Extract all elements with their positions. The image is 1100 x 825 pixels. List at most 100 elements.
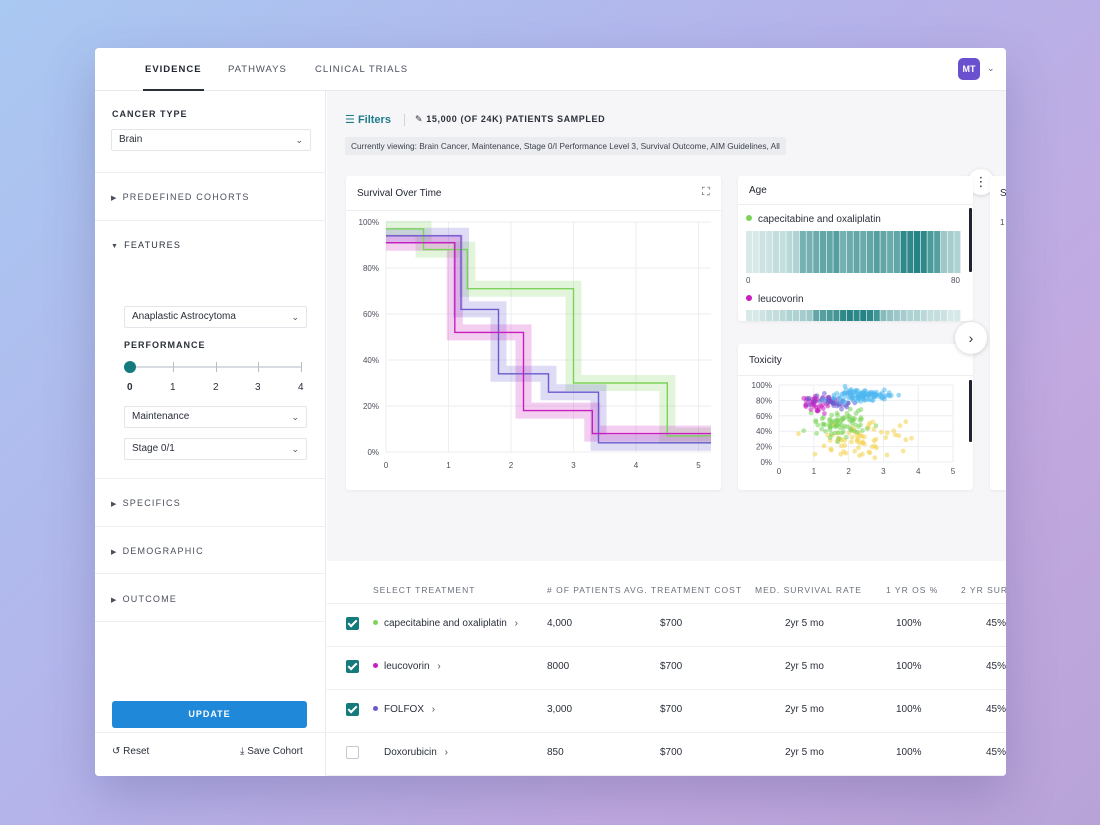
heatmap-cell <box>819 231 827 273</box>
save-cohort-button[interactable]: ⤓ Save Cohort <box>240 746 303 757</box>
scatter-point <box>884 430 890 436</box>
table-row[interactable]: Doxorubicin › 850 $700 2yr 5 mo 100% 45% <box>327 732 1006 775</box>
main-content: ☰ Filters ✎ 15,000 (OF 24K) PATIENTS SAM… <box>327 91 1006 776</box>
row-checkbox[interactable] <box>346 746 359 759</box>
stage-select[interactable]: Stage 0/1 ⌄ <box>124 438 307 460</box>
heatmap-cell <box>853 310 860 321</box>
next-card-button[interactable]: › <box>955 322 987 354</box>
header-os1[interactable]: 1 YR OS % <box>886 585 939 595</box>
section-label: OUTCOME <box>122 594 177 604</box>
header-select-treatment[interactable]: SELECT TREATMENT <box>373 585 476 595</box>
cost-cell: $700 <box>660 661 683 672</box>
treatment-name-cell[interactable]: leucovorin › <box>373 661 441 672</box>
slider-tick <box>173 362 174 372</box>
scrollbar[interactable] <box>969 208 972 272</box>
scatter-point <box>820 402 826 408</box>
age-axis-max: 80 <box>951 276 960 285</box>
phase-select[interactable]: Maintenance ⌄ <box>124 406 307 428</box>
heatmap-cell <box>900 231 907 273</box>
patients-sampled: ✎ 15,000 (OF 24K) PATIENTS SAMPLED <box>415 114 605 125</box>
scatter-point <box>835 430 841 436</box>
slider-tick <box>216 362 217 372</box>
scatter-point <box>843 434 849 440</box>
update-button[interactable]: UPDATE <box>112 701 307 728</box>
cancer-type-select[interactable]: Brain ⌄ <box>111 129 311 151</box>
heatmap-cell <box>759 310 766 321</box>
table-row[interactable]: leucovorin › 8000 $700 2yr 5 mo 100% 45% <box>327 646 1006 689</box>
header-cost[interactable]: AVG. TREATMENT COST <box>624 585 743 595</box>
treatment-name-cell[interactable]: FOLFOX › <box>373 704 435 715</box>
chevron-down-icon[interactable]: ⌄ <box>987 63 995 73</box>
scatter-point <box>852 416 857 422</box>
expand-icon[interactable]: ⛶ <box>702 186 710 198</box>
x-tick-label: 5 <box>951 467 956 476</box>
heatmap-cell <box>873 310 880 321</box>
section-specifics[interactable]: ▶ SPECIFICS <box>111 498 181 508</box>
pencil-icon: ✎ <box>415 114 424 124</box>
chevron-down-icon: ⌄ <box>291 312 299 322</box>
scatter-point <box>827 435 833 440</box>
avatar[interactable]: MT <box>958 58 980 80</box>
row-checkbox[interactable] <box>346 703 359 716</box>
section-predefined-cohorts[interactable]: ▶ PREDEFINED COHORTS <box>111 192 250 202</box>
heatmap-cell <box>772 310 779 321</box>
survival-cell: 2yr 5 mo <box>785 747 824 758</box>
heatmap-cell <box>752 231 759 273</box>
tab-clinical-trials[interactable]: CLINICAL TRIALS <box>315 64 409 75</box>
slider-thumb[interactable] <box>124 361 136 373</box>
scatter-point <box>858 391 864 397</box>
scatter-point <box>858 399 864 404</box>
survival-card-title: Survival Over Time <box>357 188 442 199</box>
treatment-name: leucovorin <box>384 661 430 672</box>
survival-chart: 0 1 2 3 4 5 0% 20% 40% 60% 80% 100% <box>359 218 711 470</box>
table-row[interactable]: capecitabine and oxaliplatin › 4,000 $700 2… <box>327 603 1006 646</box>
performance-slider[interactable] <box>129 366 301 368</box>
filters-button[interactable]: ☰ Filters <box>345 113 391 126</box>
scatter-point <box>820 406 826 411</box>
scatter-point <box>874 392 879 398</box>
performance-label: PERFORMANCE <box>124 340 206 350</box>
scatter-point <box>857 453 862 458</box>
os2-cell: 45% <box>986 704 1006 715</box>
divider <box>95 172 326 173</box>
tab-pathways[interactable]: PATHWAYS <box>228 64 287 75</box>
feature-select[interactable]: Anaplastic Astrocytoma ⌄ <box>124 306 307 328</box>
scatter-point <box>838 421 844 427</box>
heatmap-cell <box>833 310 840 321</box>
treatment-name-cell[interactable]: capecitabine and oxaliplatin › <box>373 618 518 629</box>
heatmap-cell <box>759 231 766 273</box>
scatter-point <box>859 417 864 422</box>
table-row[interactable]: FOLFOX › 3,000 $700 2yr 5 mo 100% 45% <box>327 689 1006 732</box>
heatmap-cell <box>893 310 900 321</box>
row-checkbox[interactable] <box>346 660 359 673</box>
section-demographic[interactable]: ▶ DEMOGRAPHIC <box>111 546 204 556</box>
heatmap-cell <box>927 310 934 321</box>
heatmap-cell <box>833 231 840 273</box>
header-patients[interactable]: # OF PATIENTS <box>547 585 622 595</box>
reset-button[interactable]: ↺ Reset <box>112 746 149 757</box>
section-label: SPECIFICS <box>122 498 181 508</box>
scatter-point <box>860 440 866 446</box>
header-os2[interactable]: 2 YR SURV <box>961 585 1006 595</box>
section-outcome[interactable]: ▶ OUTCOME <box>111 594 177 604</box>
scatter-point <box>822 411 827 416</box>
scrollbar[interactable] <box>969 380 972 442</box>
x-tick-label: 3 <box>881 467 886 476</box>
slider-label-1: 1 <box>170 382 176 393</box>
heatmap-cell <box>920 231 927 273</box>
top-nav: EVIDENCE PATHWAYS CLINICAL TRIALS MT ⌄ <box>95 48 1006 91</box>
x-tick-label: 3 <box>571 461 576 470</box>
row-checkbox[interactable] <box>346 617 359 630</box>
heatmap-cell <box>913 231 921 273</box>
scatter-point <box>839 416 844 421</box>
x-tick-label: 0 <box>777 467 782 476</box>
header-survival[interactable]: MED. SURVIVAL RATE <box>755 585 862 595</box>
tab-evidence[interactable]: EVIDENCE <box>143 48 204 91</box>
section-features[interactable]: ▼ FEATURES <box>111 240 181 250</box>
divider <box>738 375 973 376</box>
caret-down-icon: ▼ <box>111 243 120 250</box>
scatter-point <box>855 436 861 441</box>
cost-cell: $700 <box>660 747 683 758</box>
treatment-name-cell[interactable]: Doxorubicin › <box>373 747 448 758</box>
